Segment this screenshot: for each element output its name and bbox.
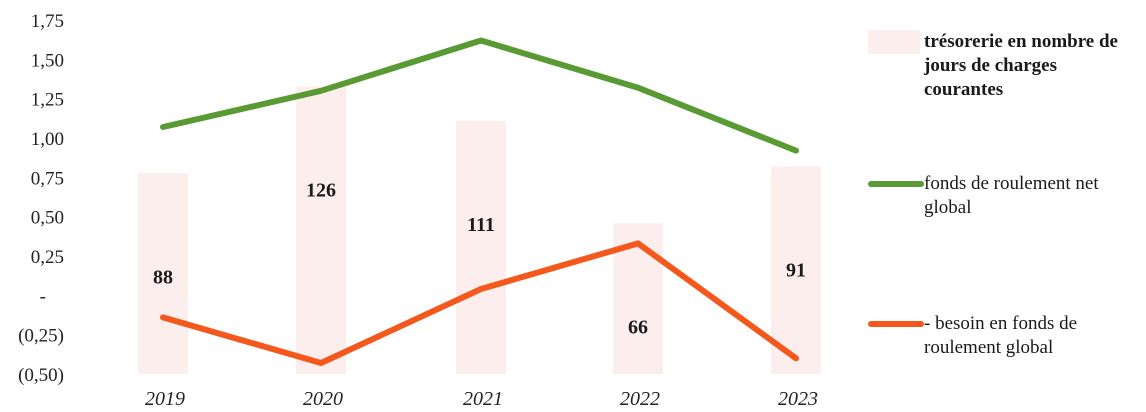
y-tick-label: 0,75 — [31, 168, 64, 189]
bar-label-2022: 66 — [628, 317, 648, 339]
x-tick-label-2020: 2020 — [303, 388, 343, 410]
legend-swatch-bars — [868, 30, 920, 54]
x-tick-label-2022: 2022 — [620, 388, 660, 410]
bar-label-2021: 111 — [467, 214, 495, 236]
y-tick-label: - — [40, 286, 46, 307]
y-tick-label: 0,50 — [31, 208, 64, 229]
y-tick-label: 1,25 — [31, 90, 64, 111]
bar-labels-layer: 88 126 111 66 91 — [153, 180, 806, 339]
bar-2021 — [456, 120, 506, 374]
y-tick-label: 1,75 — [31, 11, 64, 32]
bar-label-2023: 91 — [786, 260, 806, 282]
legend-item-besoin-fonds: - besoin en fonds de roulement global — [868, 312, 1138, 360]
bar-label-2020: 126 — [306, 180, 336, 202]
x-tick-label-2021: 2021 — [463, 388, 503, 410]
lines-layer — [160, 37, 799, 366]
y-tick-label: (0,50) — [18, 365, 64, 386]
bar-2020 — [296, 86, 346, 374]
x-tick-label-2019: 2019 — [145, 388, 185, 410]
y-tick-label: 0,25 — [31, 247, 64, 268]
legend-label-bars: trésorerie en nombre de jours de charges… — [924, 31, 1118, 100]
legend-label-besoin-fonds: - besoin en fonds de roulement global — [924, 313, 1078, 358]
bar-label-2019: 88 — [153, 266, 173, 288]
series-line-1 — [160, 240, 799, 366]
legend-swatch-besoin-fonds — [868, 321, 924, 327]
y-tick-label: 1,50 — [31, 50, 64, 71]
y-tick-label: (0,25) — [18, 326, 64, 347]
legend-item-fonds-roulement: fonds de roulement net global — [868, 172, 1138, 220]
x-tick-label-2023: 2023 — [778, 388, 818, 410]
chart: 1,75 1,50 1,25 1,00 0,75 0,50 0,25 - (0,25) (0,50… — [18, 11, 821, 410]
bar-2019 — [138, 173, 188, 374]
legend-swatch-fonds-roulement — [868, 181, 924, 187]
bar-2023 — [771, 166, 821, 374]
x-axis-ticks: 2019 2020 2021 2022 2023 — [145, 388, 818, 410]
y-tick-label: 1,00 — [31, 129, 64, 150]
y-axis-ticks: 1,75 1,50 1,25 1,00 0,75 0,50 0,25 - (0,25) (0,50… — [18, 11, 64, 386]
bars-layer — [138, 86, 821, 374]
series-line-0 — [160, 37, 799, 154]
legend-item-bars: trésorerie en nombre de jours de charges… — [868, 30, 1138, 102]
legend-label-fonds-roulement: fonds de roulement net global — [924, 173, 1099, 218]
